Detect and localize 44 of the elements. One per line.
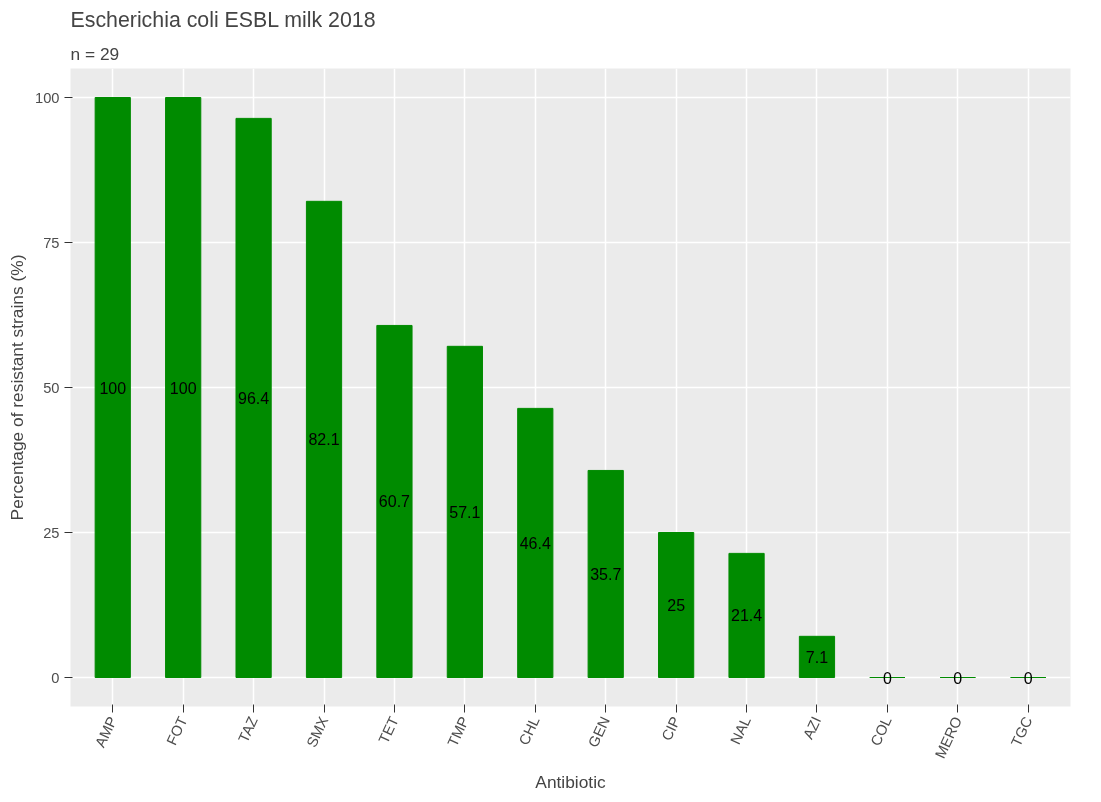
data-label: 35.7: [590, 565, 622, 583]
x-tick-label: CIP: [658, 714, 684, 744]
x-tick-label: TGC: [1007, 713, 1036, 749]
bar: [658, 532, 695, 678]
bar: [305, 200, 343, 678]
x-tick-label: AZI: [800, 714, 825, 742]
y-tick-label: 75: [43, 234, 60, 251]
x-tick-label: CHL: [515, 714, 543, 748]
x-tick-label: SMX: [303, 713, 332, 750]
x-tick-label: FOT: [163, 714, 191, 748]
data-label: 60.7: [378, 493, 411, 511]
data-label: 46.4: [519, 534, 551, 552]
x-tick-label: TAZ: [235, 714, 261, 745]
x-tick-label: NAL: [727, 714, 754, 747]
bar: [517, 407, 554, 678]
bar: [165, 97, 202, 678]
bar: [728, 552, 765, 678]
y-axis-title: Percentage of resistant strains (%): [7, 254, 28, 521]
data-label: 96.4: [238, 389, 270, 407]
x-tick-label: GEN: [585, 714, 613, 750]
data-label: 25: [667, 597, 686, 614]
chart-subtitle: n = 29: [70, 43, 120, 64]
bar: [94, 97, 131, 678]
bar: [798, 635, 836, 678]
x-axis-title: Antibiotic: [535, 772, 606, 793]
y-tick-label: 100: [35, 89, 60, 106]
x-tick-label: COL: [867, 714, 895, 749]
data-label: 100: [99, 379, 127, 397]
bar: [446, 345, 483, 678]
data-label: 82.1: [308, 431, 340, 449]
y-tick-label: 50: [43, 379, 60, 396]
data-label: 7.1: [805, 648, 829, 666]
data-label: 57.1: [449, 503, 481, 521]
data-label: 100: [169, 379, 197, 397]
x-tick-label: TET: [375, 714, 402, 746]
y-tick-label: 0: [51, 669, 60, 686]
data-label: 21.4: [730, 607, 763, 625]
bar: [235, 117, 272, 678]
bar: [376, 324, 413, 678]
chart-title: Escherichia coli ESBL milk 2018: [70, 7, 376, 32]
x-tick-label: TMP: [444, 714, 473, 749]
x-tick-label: AMP: [92, 714, 121, 750]
bar: [587, 469, 624, 678]
y-tick-label: 25: [43, 524, 60, 541]
